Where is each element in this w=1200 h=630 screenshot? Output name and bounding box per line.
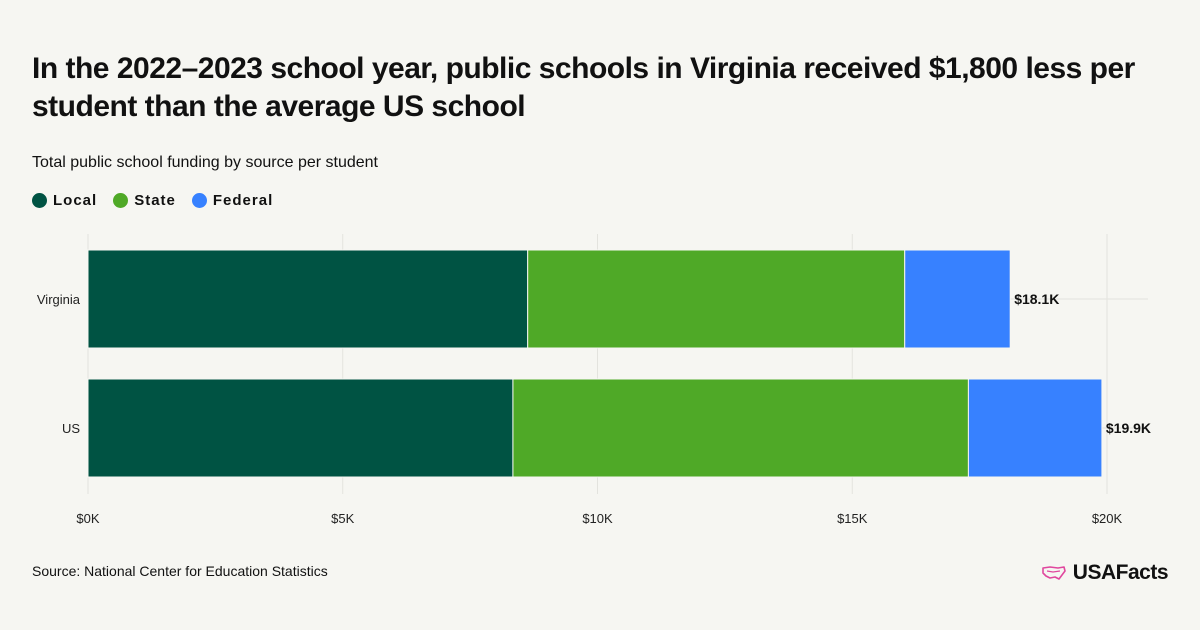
x-tick-label: $5K bbox=[331, 511, 354, 526]
legend-item-local: Local bbox=[32, 192, 97, 209]
bar-segment-state bbox=[512, 378, 969, 478]
legend-item-federal: Federal bbox=[191, 192, 274, 209]
legend: Local State Federal bbox=[32, 192, 273, 209]
chart-subtitle: Total public school funding by source pe… bbox=[32, 154, 378, 171]
bar-total-label: $19.9K bbox=[1106, 420, 1151, 436]
x-tick-label: $15K bbox=[837, 511, 868, 526]
bar-segment-federal bbox=[967, 378, 1103, 478]
us-map-icon bbox=[1041, 566, 1066, 580]
x-tick-label: $20K bbox=[1092, 511, 1123, 526]
chart-title: In the 2022–2023 school year, public sch… bbox=[32, 52, 1135, 123]
legend-swatch-local bbox=[32, 193, 47, 208]
y-category-label: Virginia bbox=[37, 292, 81, 307]
brand-name: USAFacts bbox=[1072, 561, 1169, 584]
bar-segment-state bbox=[527, 249, 906, 349]
legend-item-state: State bbox=[113, 192, 176, 209]
x-tick-label: $0K bbox=[76, 511, 99, 526]
stacked-bar-chart: $0K $5K $10K $15K $20K Virginia $18.1K US $19.9K bbox=[37, 234, 1151, 526]
legend-label-local: Local bbox=[53, 192, 98, 209]
legend-label-federal: Federal bbox=[212, 192, 274, 209]
bar-total-label: $18.1K bbox=[1014, 291, 1059, 307]
legend-label-state: State bbox=[134, 192, 176, 209]
bar-segment-local bbox=[87, 378, 514, 478]
bar-segment-local bbox=[87, 249, 529, 349]
brand-logo: USAFacts bbox=[1041, 561, 1169, 585]
x-tick-label: $10K bbox=[582, 511, 613, 526]
bar-segment-federal bbox=[904, 249, 1011, 349]
y-category-label: US bbox=[62, 421, 80, 436]
legend-swatch-federal bbox=[191, 193, 207, 208]
legend-swatch-state bbox=[113, 193, 129, 208]
source-note: Source: National Center for Education St… bbox=[32, 563, 328, 579]
